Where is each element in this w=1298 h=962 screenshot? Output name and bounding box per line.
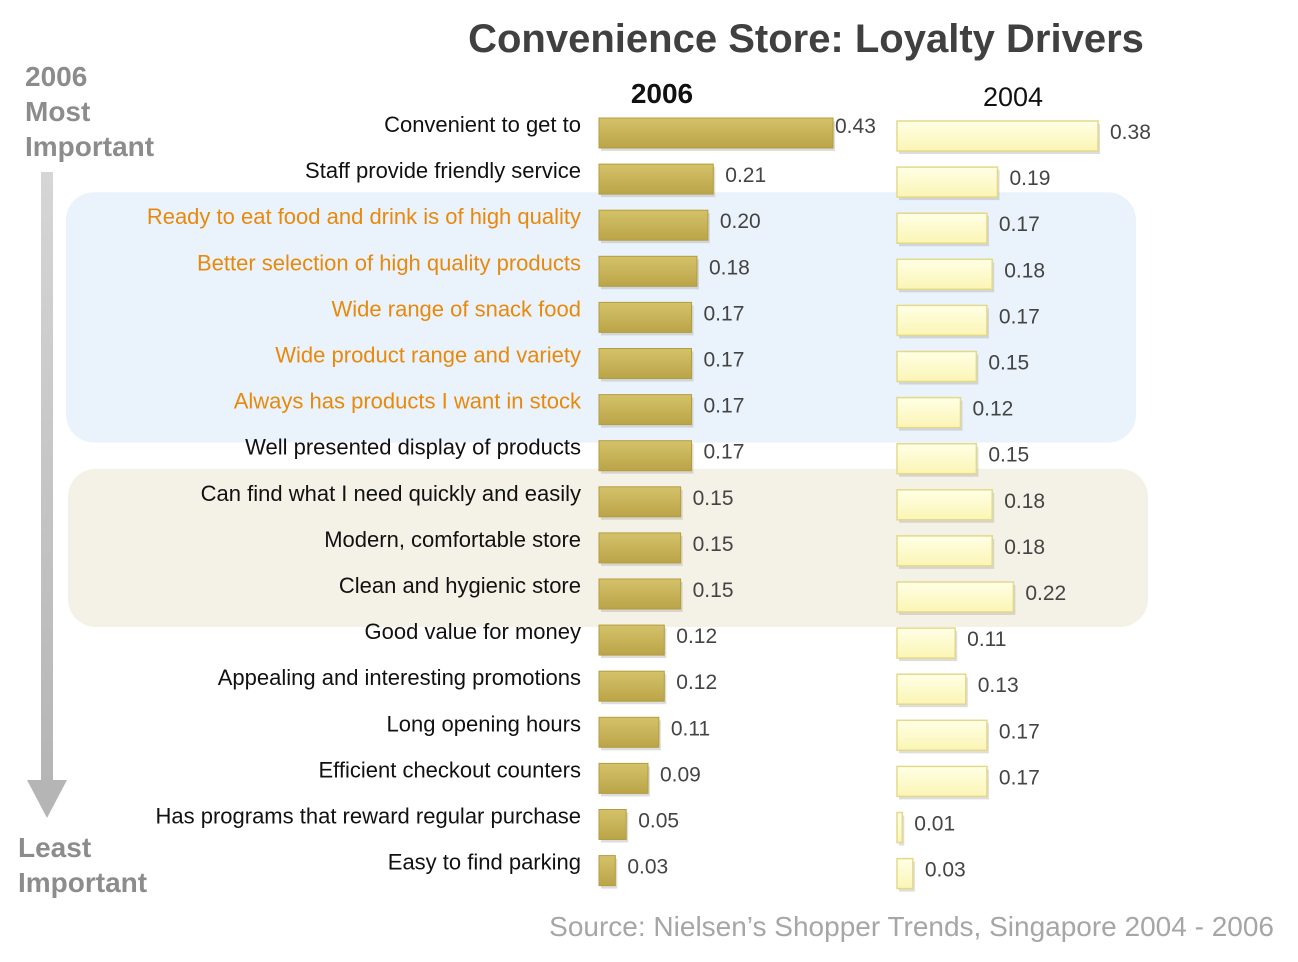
bar-2006: [598, 394, 693, 426]
bar-2004: [896, 396, 962, 429]
bar-2004: [896, 719, 988, 752]
source-note: Source: Nielsen’s Shopper Trends, Singap…: [549, 911, 1274, 942]
value-label-2006: 0.12: [676, 625, 717, 648]
value-label-2004: 0.13: [978, 674, 1019, 697]
value-label-2006: 0.20: [720, 210, 761, 233]
bar-2004: [896, 304, 988, 337]
bar-2004: [896, 442, 978, 475]
value-label-2006: 0.18: [709, 256, 750, 279]
chart-title: Convenience Store: Loyalty Drivers: [468, 17, 1144, 61]
category-label: Always has products I want in stock: [234, 389, 582, 414]
column-header-2006: 2006: [631, 78, 693, 109]
value-label-2006: 0.17: [704, 349, 745, 372]
category-label: Staff provide friendly service: [305, 158, 581, 183]
bar-2004: [896, 212, 988, 244]
bar-2004: [896, 166, 999, 198]
value-label-2006: 0.17: [704, 441, 745, 464]
category-label: Modern, comfortable store: [324, 527, 581, 552]
bar-2004: [896, 120, 1099, 152]
category-label: Better selection of high quality product…: [197, 250, 581, 275]
side-label-top-important: Important: [25, 131, 154, 162]
value-label-2006: 0.03: [627, 856, 668, 879]
value-label-2006: 0.09: [660, 763, 701, 786]
value-label-2004: 0.17: [999, 720, 1040, 743]
category-label: Has programs that reward regular purchas…: [155, 804, 581, 829]
category-label: Wide range of snack food: [332, 296, 581, 321]
value-label-2004: 0.19: [1010, 167, 1051, 190]
value-label-2006: 0.15: [693, 579, 734, 602]
value-label-2006: 0.05: [638, 810, 679, 833]
value-label-2004: 0.01: [914, 813, 955, 836]
importance-arrow: [27, 172, 67, 818]
value-label-2006: 0.12: [676, 671, 717, 694]
column-header-2004: 2004: [983, 82, 1043, 112]
value-label-2004: 0.17: [999, 305, 1040, 328]
bar-2006: [598, 670, 665, 702]
value-label-2004: 0.18: [1004, 490, 1045, 513]
value-label-2006: 0.17: [704, 395, 745, 418]
bar-2006: [598, 809, 627, 840]
value-label-2006: 0.17: [704, 302, 745, 325]
value-label-2006: 0.11: [671, 717, 710, 740]
category-label: Good value for money: [365, 619, 581, 644]
side-label-top-most: Most: [25, 96, 90, 127]
value-label-2004: 0.38: [1110, 121, 1151, 144]
bar-2006: [598, 117, 834, 149]
category-label: Ready to eat food and drink is of high q…: [147, 204, 581, 229]
category-label: Well presented display of products: [245, 435, 581, 460]
bar-2006: [598, 440, 693, 472]
bar-2004: [896, 350, 978, 383]
bar-2006: [598, 163, 714, 195]
side-label-top-year: 2006: [25, 61, 87, 92]
value-label-2004: 0.17: [999, 213, 1040, 236]
value-label-2006: 0.15: [693, 533, 734, 556]
category-label: Appealing and interesting promotions: [218, 665, 581, 690]
bar-2006: [598, 624, 665, 656]
value-label-2004: 0.15: [988, 444, 1029, 467]
value-label-2006: 0.43: [835, 115, 876, 138]
category-label: Efficient checkout counters: [318, 757, 581, 782]
bar-2006: [598, 486, 682, 518]
category-label: Wide product range and variety: [275, 343, 581, 368]
bar-2006: [598, 209, 709, 241]
bar-2006: [598, 716, 660, 748]
bar-2004: [896, 627, 956, 659]
category-label: Easy to find parking: [388, 850, 581, 875]
value-label-2004: 0.11: [967, 628, 1006, 651]
bar-2004: [896, 811, 904, 844]
value-label-2004: 0.18: [1004, 259, 1045, 282]
value-label-2004: 0.17: [999, 766, 1040, 789]
category-label: Long opening hours: [387, 711, 582, 736]
value-label-2004: 0.12: [972, 398, 1013, 421]
category-label: Convenient to get to: [384, 112, 581, 137]
bar-2006: [598, 348, 693, 379]
value-label-2004: 0.15: [988, 352, 1029, 375]
bar-2004: [896, 489, 993, 521]
value-label-2004: 0.22: [1025, 582, 1066, 605]
bar-2004: [896, 673, 967, 705]
bar-2006: [598, 578, 682, 610]
bar-2004: [896, 535, 993, 567]
value-label-2006: 0.21: [725, 164, 766, 187]
bar-2006: [598, 855, 616, 887]
bar-2006: [598, 762, 649, 794]
bar-2006: [598, 255, 698, 287]
side-label-bottom-important: Important: [18, 867, 147, 898]
bar-2004: [896, 765, 988, 798]
bar-2006: [598, 532, 682, 564]
value-label-2004: 0.03: [925, 859, 966, 882]
side-label-bottom-least: Least: [18, 832, 91, 863]
bar-2004: [896, 857, 914, 890]
category-label: Can find what I need quickly and easily: [201, 481, 581, 506]
category-label: Clean and hygienic store: [339, 573, 581, 598]
bar-2004: [896, 258, 993, 291]
bar-2004: [896, 581, 1015, 613]
value-label-2006: 0.15: [693, 487, 734, 510]
value-label-2004: 0.18: [1004, 536, 1045, 559]
bar-2006: [598, 301, 693, 333]
